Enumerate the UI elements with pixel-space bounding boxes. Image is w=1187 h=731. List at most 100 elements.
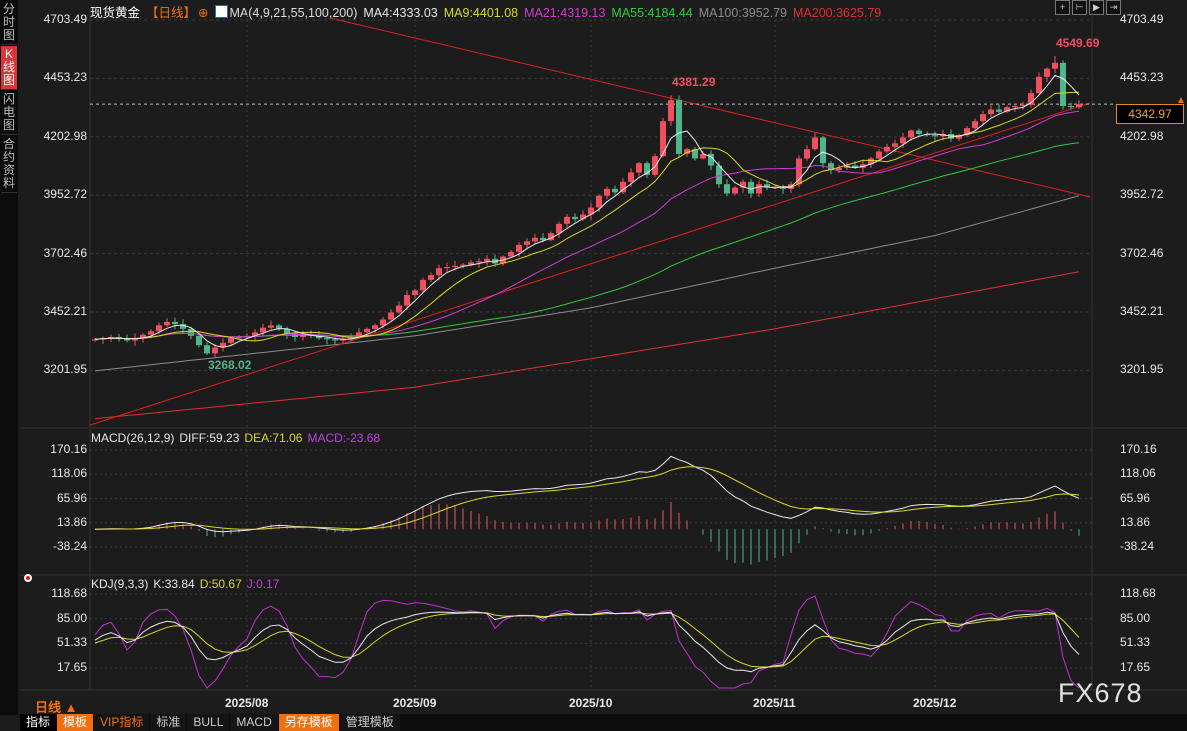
candle[interactable] [220,338,226,352]
candle[interactable] [980,110,986,126]
candle[interactable] [428,272,434,282]
candle[interactable] [148,329,154,339]
candle[interactable] [1060,60,1066,110]
candle[interactable] [708,150,714,171]
candle[interactable] [132,333,138,346]
candle[interactable] [1076,100,1082,109]
candle[interactable] [732,186,738,196]
period-label[interactable]: 【日线】 [146,6,197,20]
candle[interactable] [524,238,530,249]
toolbar-button-4[interactable]: BULL [187,714,230,731]
add-icon[interactable]: ⊕ [198,6,209,20]
candle[interactable] [412,288,418,299]
candle[interactable] [396,301,402,314]
crosshair-icon[interactable]: + [1055,0,1070,15]
candle[interactable] [828,161,834,175]
candle[interactable] [420,277,426,294]
candle[interactable] [252,329,258,341]
candle[interactable] [812,132,818,151]
toolbar-button-3[interactable]: 标准 [150,714,187,731]
toolbar-button-0[interactable]: 指标 [20,714,57,731]
candle[interactable] [700,151,706,160]
sidebar-tab-3[interactable]: 合约资料 [1,136,17,193]
candle[interactable] [748,178,754,198]
candle[interactable] [564,214,570,228]
toolbar-button-6[interactable]: 另存模板 [278,714,339,731]
candle[interactable] [460,263,466,269]
candle[interactable] [868,156,874,169]
candle[interactable] [196,333,202,348]
trend-line[interactable] [330,17,1091,198]
play-icon[interactable]: ▶ [1089,0,1104,15]
toolbar-button-7[interactable]: 管理模板 [339,714,400,731]
toolbar-button-2[interactable]: VIP指标 [94,714,150,731]
candle[interactable] [1036,72,1042,96]
candle[interactable] [100,336,106,345]
sidebar-tab-1[interactable]: K线图 [1,46,17,90]
exit-icon[interactable]: ⇥ [1106,0,1121,15]
candle[interactable] [884,143,890,154]
candle[interactable] [900,133,906,148]
sidebar-tab-0[interactable]: 分时图 [1,1,17,45]
candle[interactable] [636,161,642,177]
candle[interactable] [644,161,650,179]
candle[interactable] [444,262,450,273]
candle[interactable] [212,343,218,359]
candle[interactable] [260,323,266,337]
candle[interactable] [476,258,482,268]
candle[interactable] [1044,67,1050,83]
candle[interactable] [556,221,562,238]
candle[interactable] [724,179,730,197]
candle[interactable] [228,337,234,346]
candle[interactable] [1012,103,1018,112]
candle[interactable] [276,323,282,331]
candle[interactable] [612,185,618,195]
toolbar-button-1[interactable]: 模板 [57,714,94,731]
candle[interactable] [404,290,410,311]
candle[interactable] [340,336,346,344]
candle[interactable] [652,153,658,178]
record-icon[interactable] [24,574,32,582]
indicator-chart-icon[interactable] [214,5,228,18]
candle[interactable] [572,213,578,222]
sidebar-tab-2[interactable]: 闪电图 [1,91,17,135]
zoom-range-icon[interactable]: ⊢ [1072,0,1087,15]
candle[interactable] [1028,89,1034,108]
candle[interactable] [324,336,330,345]
trend-line[interactable] [90,102,1091,426]
candle[interactable] [988,105,994,118]
candle[interactable] [1068,102,1074,110]
candle[interactable] [660,117,666,158]
candle[interactable] [772,185,778,190]
candle[interactable] [388,309,394,322]
candle[interactable] [180,319,186,334]
candle[interactable] [116,333,122,342]
candle[interactable] [1020,101,1026,110]
candle[interactable] [620,178,626,194]
toolbar-button-5[interactable]: MACD [230,714,278,731]
candle[interactable] [548,231,554,242]
candle[interactable] [580,210,586,222]
candle[interactable] [508,249,514,258]
candle[interactable] [796,155,802,188]
candle[interactable] [804,145,810,161]
candle[interactable] [676,95,682,158]
candle[interactable] [756,180,762,197]
candle[interactable] [588,202,594,220]
candle[interactable] [916,128,922,137]
candle[interactable] [604,186,610,200]
candle[interactable] [780,184,786,194]
period-selector[interactable]: 日线 ▲ [35,700,78,715]
candle[interactable] [484,255,490,266]
candle[interactable] [268,320,274,331]
candle[interactable] [692,147,698,161]
candle[interactable] [164,318,170,327]
candle[interactable] [532,233,538,245]
candle[interactable] [668,95,674,127]
candle[interactable] [932,131,938,142]
candle[interactable] [956,133,962,141]
candle[interactable] [204,342,210,355]
candle[interactable] [876,149,882,162]
candle[interactable] [996,104,1002,114]
